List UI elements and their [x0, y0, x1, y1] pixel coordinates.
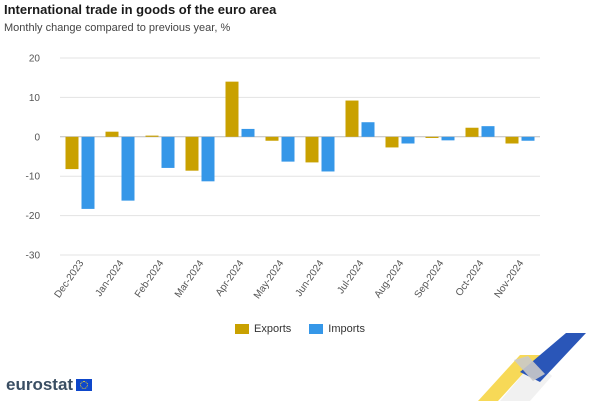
bar-exports[interactable] [105, 131, 119, 137]
bar-imports[interactable] [361, 122, 375, 137]
bar-imports[interactable] [481, 126, 495, 137]
legend-label-imports: Imports [328, 323, 365, 335]
bar-exports[interactable] [145, 135, 159, 137]
eu-flag-icon [76, 379, 93, 391]
bar-imports[interactable] [201, 136, 215, 182]
bar-exports[interactable] [305, 136, 319, 163]
bar-exports[interactable] [265, 136, 279, 141]
y-tick-label: 10 [29, 93, 41, 104]
bar-exports[interactable] [385, 136, 399, 148]
legend-label-exports: Exports [254, 323, 292, 335]
bar-imports[interactable] [401, 136, 415, 144]
y-tick-label: 0 [34, 132, 40, 143]
legend-swatch-exports [235, 324, 249, 334]
logo-text: eurostat [6, 375, 74, 394]
bar-imports[interactable] [81, 136, 95, 209]
bar-exports[interactable] [505, 136, 519, 144]
bar-exports[interactable] [185, 136, 199, 171]
bar-imports[interactable] [441, 136, 455, 141]
bar-exports[interactable] [465, 127, 479, 137]
bar-imports[interactable] [521, 136, 535, 141]
eurostat-logo: eurostat [6, 375, 93, 395]
legend-item-exports[interactable]: Exports [235, 323, 291, 335]
bar-imports[interactable] [121, 136, 135, 201]
y-tick-label: -10 [26, 172, 41, 183]
bar-exports[interactable] [65, 136, 79, 170]
bar-imports[interactable] [241, 128, 255, 137]
bar-exports[interactable] [425, 136, 439, 138]
y-tick-label: 20 [29, 54, 41, 65]
bar-exports[interactable] [345, 100, 359, 137]
bar-imports[interactable] [161, 136, 175, 168]
legend-swatch-imports [309, 324, 324, 334]
bar-exports[interactable] [225, 81, 239, 137]
bar-imports[interactable] [321, 136, 335, 172]
bar-imports[interactable] [281, 136, 295, 162]
legend-item-imports[interactable]: Imports [309, 323, 365, 335]
chart-legend: Exports Imports [0, 323, 600, 335]
y-tick-label: -30 [26, 251, 41, 262]
chart-subtitle: Monthly change compared to previous year… [4, 22, 231, 34]
y-tick-label: -20 [26, 211, 41, 222]
chart-title: International trade in goods of the euro… [4, 2, 277, 17]
